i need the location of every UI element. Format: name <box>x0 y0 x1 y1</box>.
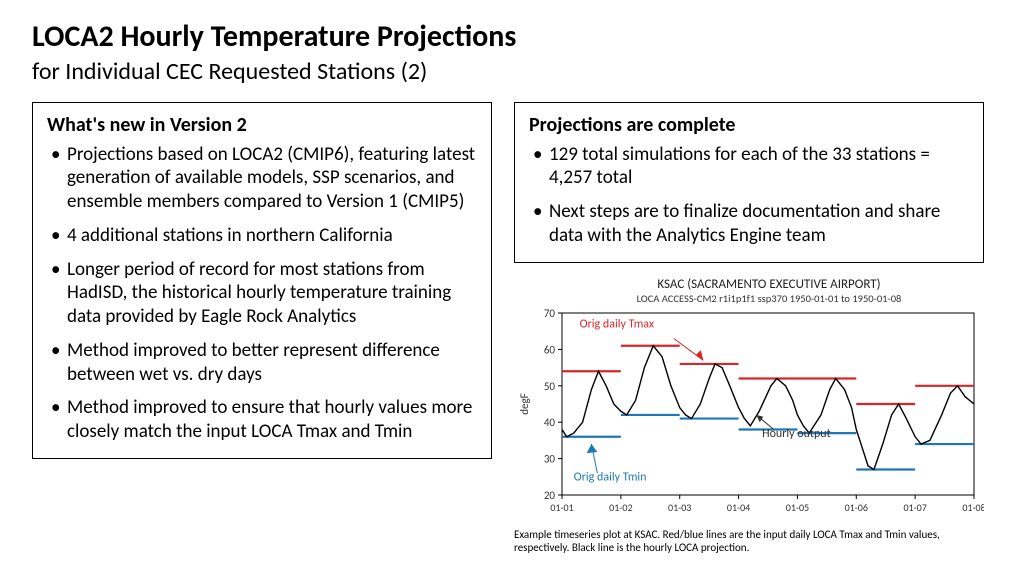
list-item: 4 additional stations in northern Califo… <box>47 224 477 248</box>
chart-caption: Example timeseries plot at KSAC. Red/blu… <box>514 528 984 556</box>
content-columns: What's new in Version 2 Projections base… <box>32 98 992 556</box>
whats-new-heading: What's new in Version 2 <box>47 113 477 137</box>
svg-text:50: 50 <box>544 379 556 392</box>
svg-text:Orig daily Tmin: Orig daily Tmin <box>574 470 647 484</box>
chart-title: KSAC (SACRAMENTO EXECUTIVE AIRPORT) <box>554 277 984 292</box>
list-item: 129 total simulations for each of the 33… <box>529 143 969 191</box>
projections-list: 129 total simulations for each of the 33… <box>529 143 969 248</box>
page-subtitle: for Individual CEC Requested Stations (2… <box>32 57 992 86</box>
chart-subtitle: LOCA ACCESS-CM2 r1i1p1f1 ssp370 1950-01-… <box>554 292 984 305</box>
svg-text:30: 30 <box>544 452 556 465</box>
projections-box: Projections are complete 129 total simul… <box>514 102 984 263</box>
svg-text:01-08: 01-08 <box>962 501 984 514</box>
svg-text:degF: degF <box>518 393 531 414</box>
timeseries-chart: 20304050607001-0101-0201-0301-0401-0501-… <box>514 307 984 517</box>
svg-text:01-05: 01-05 <box>786 501 809 514</box>
list-item: Method improved to ensure that hourly va… <box>47 396 477 444</box>
svg-text:40: 40 <box>544 416 556 429</box>
whats-new-box: What's new in Version 2 Projections base… <box>32 102 492 459</box>
svg-text:01-01: 01-01 <box>550 501 573 514</box>
page-title: LOCA2 Hourly Temperature Projections <box>32 20 992 55</box>
list-item: Projections based on LOCA2 (CMIP6), feat… <box>47 143 477 214</box>
list-item: Method improved to better represent diff… <box>47 339 477 387</box>
projections-heading: Projections are complete <box>529 113 969 137</box>
list-item: Longer period of record for most station… <box>47 258 477 329</box>
svg-text:70: 70 <box>544 307 556 320</box>
svg-text:01-06: 01-06 <box>845 501 868 514</box>
svg-text:Orig daily Tmax: Orig daily Tmax <box>580 317 655 331</box>
whats-new-list: Projections based on LOCA2 (CMIP6), feat… <box>47 143 477 444</box>
svg-text:60: 60 <box>544 343 556 356</box>
svg-text:01-07: 01-07 <box>903 501 926 514</box>
svg-text:01-04: 01-04 <box>727 501 750 514</box>
svg-text:01-02: 01-02 <box>609 501 632 514</box>
chart-area: KSAC (SACRAMENTO EXECUTIVE AIRPORT) LOCA… <box>514 277 984 556</box>
svg-text:01-03: 01-03 <box>668 501 691 514</box>
list-item: Next steps are to finalize documentation… <box>529 200 969 248</box>
